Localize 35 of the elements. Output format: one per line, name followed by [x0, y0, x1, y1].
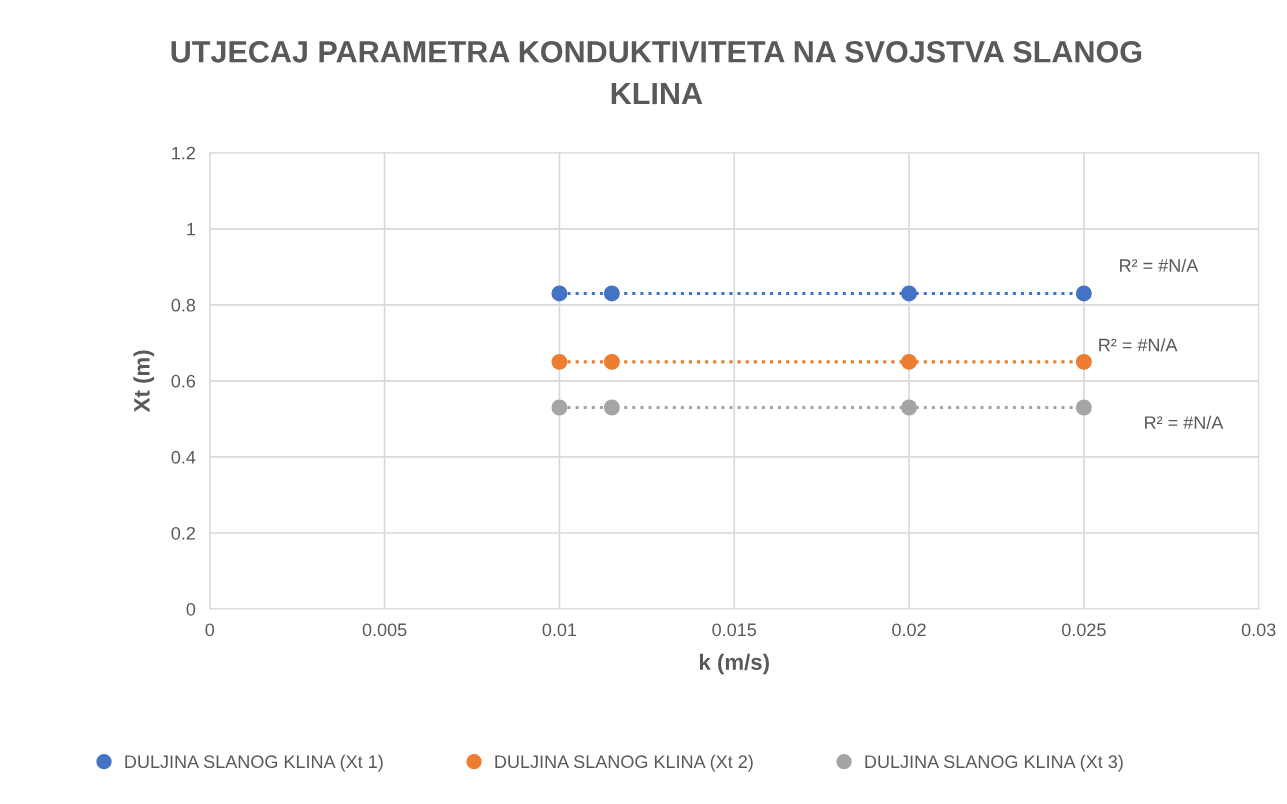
legend-label: DULJINA SLANOG KLINA (Xt 2) — [495, 754, 753, 772]
annotation: R² = #N/A — [1099, 338, 1178, 352]
y-tick-label: 1.2 — [172, 146, 195, 160]
x-axis-title: k (m/s) — [699, 653, 769, 675]
point — [551, 399, 568, 416]
point — [901, 285, 918, 302]
y-tick-label: 0.4 — [171, 450, 196, 464]
x-tick-label: 0.025 — [1061, 623, 1106, 637]
point — [901, 399, 918, 416]
point — [603, 399, 620, 416]
point — [551, 285, 568, 302]
x-tick-label: 0.015 — [712, 623, 757, 637]
y-tick-label: 0.8 — [171, 298, 196, 312]
point — [551, 353, 568, 370]
x-tick-label: 0 — [205, 623, 215, 637]
annotation: R² = #N/A — [1145, 415, 1224, 430]
y-tick-label: 1 — [187, 222, 196, 236]
annotation: R² = #N/A — [1120, 258, 1199, 272]
legend-label: DULJINA SLANOG KLINA (Xt 1) — [125, 754, 383, 772]
point — [1075, 399, 1092, 416]
y-tick-label: 0.2 — [171, 526, 195, 540]
x-tick-label: 0.01 — [542, 623, 577, 637]
point — [603, 353, 620, 370]
y-tick-label: 0 — [186, 602, 196, 616]
y-tick-label: 0.6 — [171, 374, 196, 388]
legend-label: DULJINA SLANOG KLINA (Xt 3) — [865, 754, 1123, 772]
point — [901, 353, 918, 370]
chart-title: UTJECAJ PARAMETRA KONDUKTIVITETA NA SVOJSTVA SLANOG KLINA — [171, 41, 1142, 105]
point — [1075, 285, 1092, 302]
x-tick-label: 0.02 — [892, 623, 926, 637]
y-axis-title: Xt (m) — [133, 350, 155, 413]
point — [1075, 353, 1092, 370]
x-tick-label: 0.03 — [1241, 623, 1276, 637]
point — [603, 285, 620, 302]
x-tick-label: 0.005 — [362, 623, 407, 637]
